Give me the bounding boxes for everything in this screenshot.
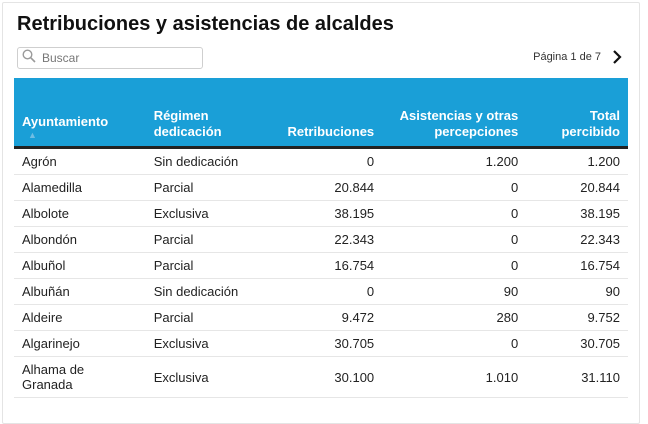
cell-retribuciones: 9.472: [279, 304, 383, 331]
cell-retribuciones: 22.343: [279, 226, 383, 253]
cell-ayuntamiento: Algarinejo: [14, 330, 146, 357]
table-header-row: Ayuntamiento ▲ Régimen dedicación Retrib…: [14, 78, 628, 149]
cell-total: 31.110: [526, 356, 628, 398]
table-row: Albolote Exclusiva 38.195 0 38.195: [14, 200, 628, 227]
search-box[interactable]: [17, 47, 203, 69]
chevron-right-icon: [613, 50, 622, 64]
cell-asistencias: 90: [382, 278, 527, 305]
cell-ayuntamiento: Alhama de Granada: [14, 356, 146, 398]
table-row: Aldeire Parcial 9.472 280 9.752: [14, 304, 628, 331]
search-input[interactable]: [40, 50, 194, 66]
pagination: Página 1 de 7: [533, 49, 623, 65]
cell-asistencias: 0: [382, 226, 527, 253]
table-row: Algarinejo Exclusiva 30.705 0 30.705: [14, 330, 628, 357]
column-header-ayuntamiento[interactable]: Ayuntamiento ▲: [14, 78, 146, 149]
table-row: Albuñol Parcial 16.754 0 16.754: [14, 252, 628, 279]
cell-ayuntamiento: Alamedilla: [14, 174, 146, 201]
cell-regimen: Exclusiva: [145, 330, 280, 357]
cell-asistencias: 0: [382, 330, 527, 357]
cell-regimen: Parcial: [145, 226, 280, 253]
cell-total: 16.754: [526, 252, 628, 279]
cell-total: 38.195: [526, 200, 628, 227]
table-row: Albuñán Sin dedicación 0 90 90: [14, 278, 628, 305]
table-row: Alhama de Granada Exclusiva 30.100 1.010…: [14, 356, 628, 398]
cell-asistencias: 0: [382, 174, 527, 201]
table-row: Albondón Parcial 22.343 0 22.343: [14, 226, 628, 253]
column-header-retribuciones[interactable]: Retribuciones: [279, 78, 383, 149]
cell-regimen: Parcial: [145, 304, 280, 331]
cell-total: 20.844: [526, 174, 628, 201]
cell-total: 22.343: [526, 226, 628, 253]
cell-regimen: Parcial: [145, 174, 280, 201]
cell-ayuntamiento: Albolote: [14, 200, 146, 227]
page-title: Retribuciones y asistencias de alcaldes: [17, 13, 394, 35]
cell-ayuntamiento: Agrón: [14, 147, 146, 175]
table-row: Agrón Sin dedicación 0 1.200 1.200: [14, 147, 628, 175]
cell-asistencias: 1.200: [382, 147, 527, 175]
cell-total: 9.752: [526, 304, 628, 331]
cell-retribuciones: 20.844: [279, 174, 383, 201]
cell-ayuntamiento: Albuñán: [14, 278, 146, 305]
cell-total: 1.200: [526, 147, 628, 175]
cell-asistencias: 1.010: [382, 356, 527, 398]
page-indicator: Página 1 de 7: [533, 51, 601, 63]
cell-retribuciones: 38.195: [279, 200, 383, 227]
cell-total: 90: [526, 278, 628, 305]
data-table: Ayuntamiento ▲ Régimen dedicación Retrib…: [14, 78, 628, 398]
table-row: Alamedilla Parcial 20.844 0 20.844: [14, 174, 628, 201]
cell-asistencias: 280: [382, 304, 527, 331]
cell-asistencias: 0: [382, 252, 527, 279]
cell-ayuntamiento: Albuñol: [14, 252, 146, 279]
cell-asistencias: 0: [382, 200, 527, 227]
cell-retribuciones: 30.705: [279, 330, 383, 357]
cell-regimen: Parcial: [145, 252, 280, 279]
cell-ayuntamiento: Albondón: [14, 226, 146, 253]
sort-ascending-icon: ▲: [28, 130, 37, 140]
cell-retribuciones: 16.754: [279, 252, 383, 279]
cell-total: 30.705: [526, 330, 628, 357]
column-header-regimen[interactable]: Régimen dedicación: [145, 78, 280, 149]
cell-regimen: Sin dedicación: [145, 278, 280, 305]
column-header-asistencias[interactable]: Asistencias y otras percepciones: [382, 78, 527, 149]
next-page-button[interactable]: [611, 49, 623, 65]
cell-regimen: Exclusiva: [145, 356, 280, 398]
cell-retribuciones: 0: [279, 147, 383, 175]
cell-retribuciones: 0: [279, 278, 383, 305]
cell-regimen: Sin dedicación: [145, 147, 280, 175]
cell-ayuntamiento: Aldeire: [14, 304, 146, 331]
search-icon: [22, 48, 36, 68]
cell-retribuciones: 30.100: [279, 356, 383, 398]
column-header-total[interactable]: Total percibido: [526, 78, 628, 149]
cell-regimen: Exclusiva: [145, 200, 280, 227]
